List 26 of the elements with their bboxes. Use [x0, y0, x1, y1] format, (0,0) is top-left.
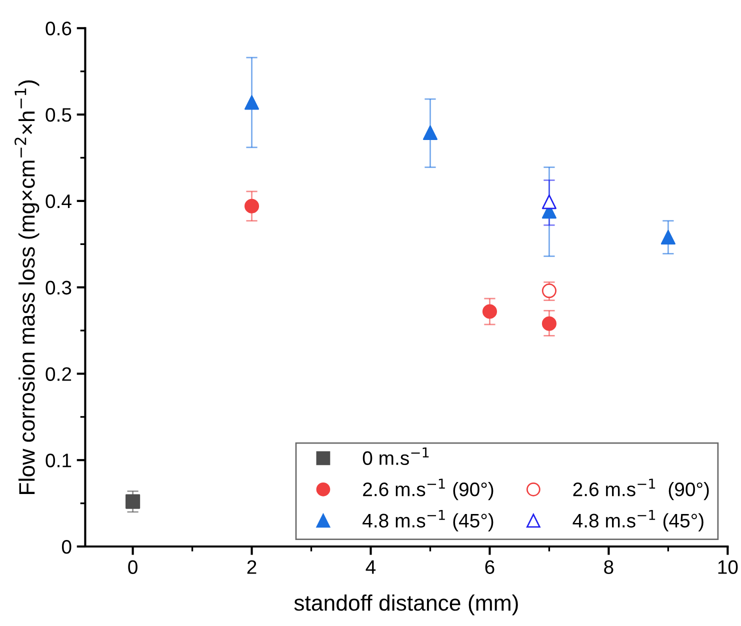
point — [126, 494, 140, 509]
x-axis-title: standoff distance (mm) — [294, 594, 518, 616]
x-tick-label: 8 — [604, 560, 614, 574]
y-tick-label: 0.2 — [46, 367, 72, 381]
y-tick-label: 0.1 — [46, 454, 72, 468]
x-tick-label: 2 — [247, 560, 256, 574]
x-tick-label: 10 — [718, 560, 738, 574]
y-tick-label: 0 — [62, 540, 72, 554]
point — [422, 125, 438, 140]
y-axis-title: Flow corrosion mass loss (mg×cm$^{−2}$×h$^{−1}$) — [14, 80, 40, 494]
y-tick-label: 0.4 — [46, 194, 72, 208]
legend-label: 4.8 m.s$^{−1}$ (45°) — [572, 510, 704, 532]
legend-label: 4.8 m.s$^{−1}$ (45°) — [362, 510, 494, 532]
y-tick-label: 0.6 — [46, 22, 72, 36]
x-tick-label: 6 — [485, 560, 494, 574]
point — [542, 284, 556, 298]
legend-label: 0 m.s$^{−1}$ — [362, 447, 429, 465]
legend-label: 2.6 m.s$^{−1}$ (90°) — [363, 478, 494, 500]
x-tick-label: 4 — [366, 560, 376, 574]
legend-label: 2.6 m.s$^{−1}$ (90°) — [573, 478, 709, 500]
y-tick-label: 0.5 — [46, 108, 72, 122]
point — [244, 95, 260, 110]
x-tick-label: 0 — [128, 560, 138, 574]
y-tick-label: 0.3 — [46, 280, 72, 295]
point — [542, 194, 556, 210]
point — [660, 230, 676, 245]
